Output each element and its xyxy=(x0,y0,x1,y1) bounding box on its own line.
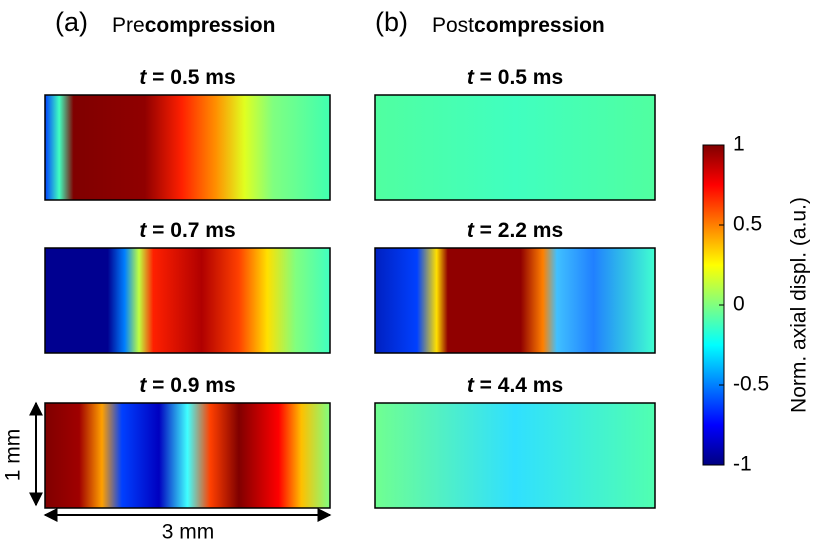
heatmap xyxy=(374,402,656,509)
panel-label: (a) xyxy=(55,7,88,37)
heatmap xyxy=(374,247,656,354)
tick-label: -0.5 xyxy=(733,373,769,396)
frame-title: t = 0.5 ms xyxy=(139,66,235,89)
frame-title: t = 0.9 ms xyxy=(139,374,235,397)
scale-label: 3 mm xyxy=(162,521,215,544)
colorbar-label: Norm. axial displ. (a.u.) xyxy=(788,197,811,413)
frame-title: t = 0.5 ms xyxy=(467,66,563,89)
frames: t = 0.5 ms t = 0.7 ms t = 0.9 ms t = 0.5 ms… xyxy=(44,66,656,509)
heatmap xyxy=(374,94,656,201)
panel-title: Postcompression xyxy=(432,14,605,37)
tick-label: -1 xyxy=(733,453,752,476)
tick-label: 0.5 xyxy=(733,213,762,236)
heatmap xyxy=(44,94,331,201)
heatmap xyxy=(44,247,331,354)
frame-title: t = 4.4 ms xyxy=(467,374,563,397)
tick-label: 1 xyxy=(733,133,745,156)
panel-title: Precompression xyxy=(112,14,275,37)
panel-label: (b) xyxy=(375,7,408,37)
frame-title: t = 0.7 ms xyxy=(139,219,235,242)
scale-label: 1 mm xyxy=(2,429,25,482)
tick-label: 0 xyxy=(733,293,745,316)
frame-title: t = 2.2 ms xyxy=(467,219,563,242)
heatmap xyxy=(44,402,331,509)
